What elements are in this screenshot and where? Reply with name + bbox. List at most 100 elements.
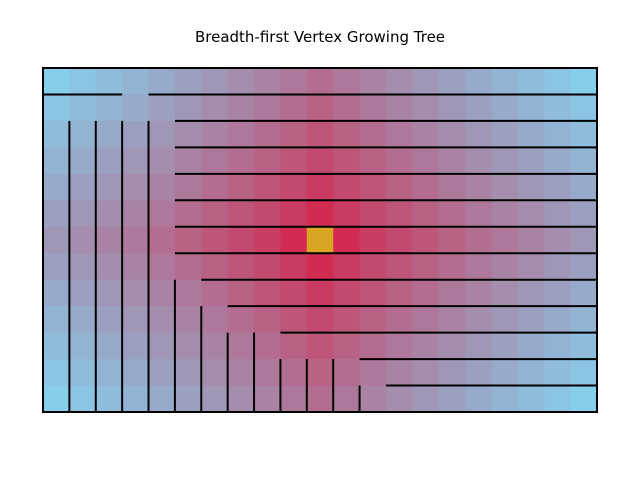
grid-cell: [517, 68, 545, 96]
grid-cell: [465, 359, 493, 387]
grid-cell: [570, 385, 598, 413]
grid-cell: [95, 226, 123, 254]
grid-cell: [333, 226, 361, 254]
grid-cell: [122, 385, 150, 413]
grid-cell: [201, 332, 229, 360]
grid-frame: [42, 67, 598, 413]
grid-cell: [438, 253, 466, 281]
grid-cell: [385, 306, 413, 334]
grid-cell: [438, 332, 466, 360]
grid-cell: [122, 120, 150, 148]
grid-cell: [148, 226, 176, 254]
grid-cell: [43, 385, 70, 413]
grid-cell: [280, 359, 308, 387]
grid-cell: [95, 253, 123, 281]
grid-cell: [306, 120, 334, 148]
grid-cell: [43, 226, 70, 254]
grid-cell: [412, 68, 440, 96]
grid-cell: [570, 94, 598, 122]
grid-cell: [544, 279, 572, 307]
grid-cell: [491, 332, 519, 360]
grid-cell: [438, 385, 466, 413]
grid-cell: [465, 200, 493, 228]
grid-cell: [570, 306, 598, 334]
grid-cell: [359, 332, 387, 360]
grid-cell: [517, 279, 545, 307]
grid-cell: [201, 306, 229, 334]
grid-cell: [174, 279, 202, 307]
grid-cell: [359, 147, 387, 175]
grid-cell: [122, 68, 150, 96]
grid-cell: [385, 226, 413, 254]
grid-cell: [122, 253, 150, 281]
grid-cell: [385, 385, 413, 413]
grid-cell: [95, 332, 123, 360]
grid-cell: [333, 332, 361, 360]
grid-cell: [359, 94, 387, 122]
grid-cell: [227, 306, 255, 334]
grid-cell: [491, 120, 519, 148]
grid-cell: [148, 94, 176, 122]
grid-cell: [465, 173, 493, 201]
grid-cell: [306, 332, 334, 360]
grid-cell: [280, 120, 308, 148]
cell-layer: [43, 68, 598, 413]
grid-cell: [201, 385, 229, 413]
grid-cell: [359, 385, 387, 413]
grid-cell: [517, 306, 545, 334]
grid-cell: [359, 173, 387, 201]
grid-cell: [95, 94, 123, 122]
grid-cell: [333, 68, 361, 96]
grid-cell: [544, 226, 572, 254]
grid-cell: [412, 279, 440, 307]
grid-cell: [95, 68, 123, 96]
grid-cell: [227, 226, 255, 254]
grid-cell: [385, 359, 413, 387]
grid-cell: [412, 226, 440, 254]
grid-cell: [148, 173, 176, 201]
grid-cell: [544, 120, 572, 148]
grid-cell: [517, 332, 545, 360]
grid-cell: [359, 253, 387, 281]
grid-cell: [254, 385, 282, 413]
grid-cell: [438, 120, 466, 148]
grid-cell: [306, 253, 334, 281]
grid-cell: [254, 94, 282, 122]
grid-cell: [385, 200, 413, 228]
grid-cell: [227, 173, 255, 201]
grid-cell: [122, 226, 150, 254]
grid-cell: [148, 385, 176, 413]
grid-cell: [227, 332, 255, 360]
grid-cell: [254, 253, 282, 281]
grid-cell: [43, 147, 70, 175]
grid-cell: [148, 147, 176, 175]
grid-cell: [69, 200, 97, 228]
grid-cell: [43, 253, 70, 281]
grid-cell: [333, 173, 361, 201]
grid-cell: [43, 332, 70, 360]
grid-cell: [465, 120, 493, 148]
grid-cell: [438, 359, 466, 387]
grid-cell: [69, 147, 97, 175]
grid-cell: [280, 200, 308, 228]
grid-cell: [43, 200, 70, 228]
grid-cell: [491, 359, 519, 387]
grid-cell: [385, 120, 413, 148]
grid-cell: [174, 359, 202, 387]
grid-cell: [95, 306, 123, 334]
grid-cell: [438, 306, 466, 334]
grid-cell: [333, 120, 361, 148]
grid-cell: [69, 385, 97, 413]
grid-cell: [122, 147, 150, 175]
grid-cell: [333, 253, 361, 281]
grid-cell: [227, 94, 255, 122]
grid-cell: [385, 94, 413, 122]
grid-cell: [465, 385, 493, 413]
grid-cell: [306, 147, 334, 175]
grid-cell: [438, 173, 466, 201]
grid-cell: [412, 359, 440, 387]
grid-cell: [333, 385, 361, 413]
grid-cell: [491, 306, 519, 334]
grid-cell: [43, 279, 70, 307]
